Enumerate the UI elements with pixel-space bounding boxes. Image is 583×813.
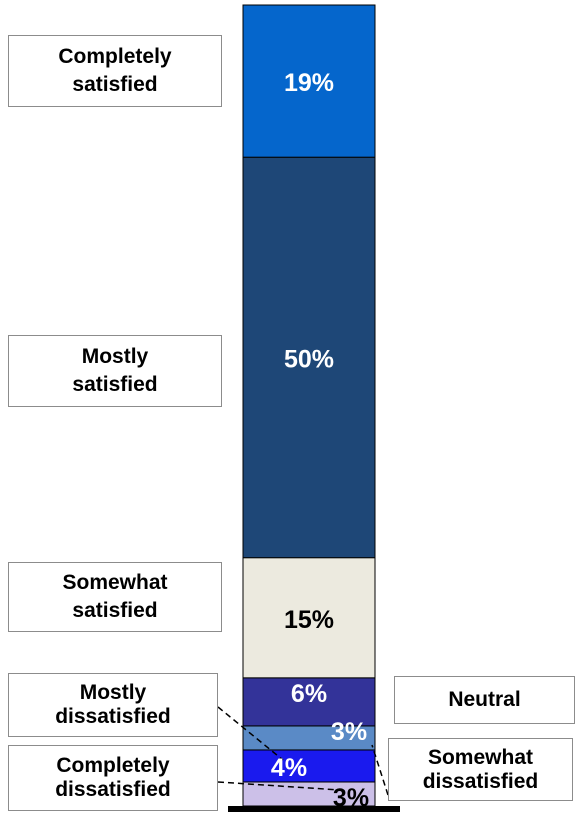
label-neutral: Neutral [394,676,575,724]
bar-segment-somewhat-satisfied [242,557,376,679]
value-label-completely-satisfied: 19% [284,69,334,97]
value-labels: 3%4%3%6%15%50%19% [271,69,369,812]
bar-segment-mostly-dissatisfied [242,749,376,783]
label-mostly-satisfied: Mostly satisfied [8,335,222,407]
leader-line-somewhat-dissatisfied [371,744,389,796]
bar-segment-completely-dissatisfied [242,781,376,807]
leader-line-mostly-dissatisfied [217,706,284,761]
leader-lines [217,706,389,796]
label-completely-dissatisfied: Completely dissatisfied [8,745,218,811]
value-label-mostly-dissatisfied: 4% [271,754,307,782]
value-label-somewhat-satisfied: 15% [284,606,334,634]
label-somewhat-satisfied: Somewhat satisfied [8,562,222,632]
bar-segment-neutral [242,677,376,727]
value-label-somewhat-dissatisfied: 3% [331,718,367,746]
bar-segment-completely-satisfied [242,4,376,158]
label-mostly-dissatisfied: Mostly dissatisfied [8,673,218,737]
value-label-mostly-satisfied: 50% [284,345,334,373]
leader-line-completely-dissatisfied [217,781,341,791]
value-label-completely-dissatisfied: 3% [333,784,369,812]
label-completely-satisfied: Completely satisfied [8,35,222,107]
bar-segments [242,4,376,807]
bar-segment-mostly-satisfied [242,156,376,559]
value-label-neutral: 6% [291,680,327,708]
label-somewhat-dissatisfied: Somewhat dissatisfied [388,738,573,801]
